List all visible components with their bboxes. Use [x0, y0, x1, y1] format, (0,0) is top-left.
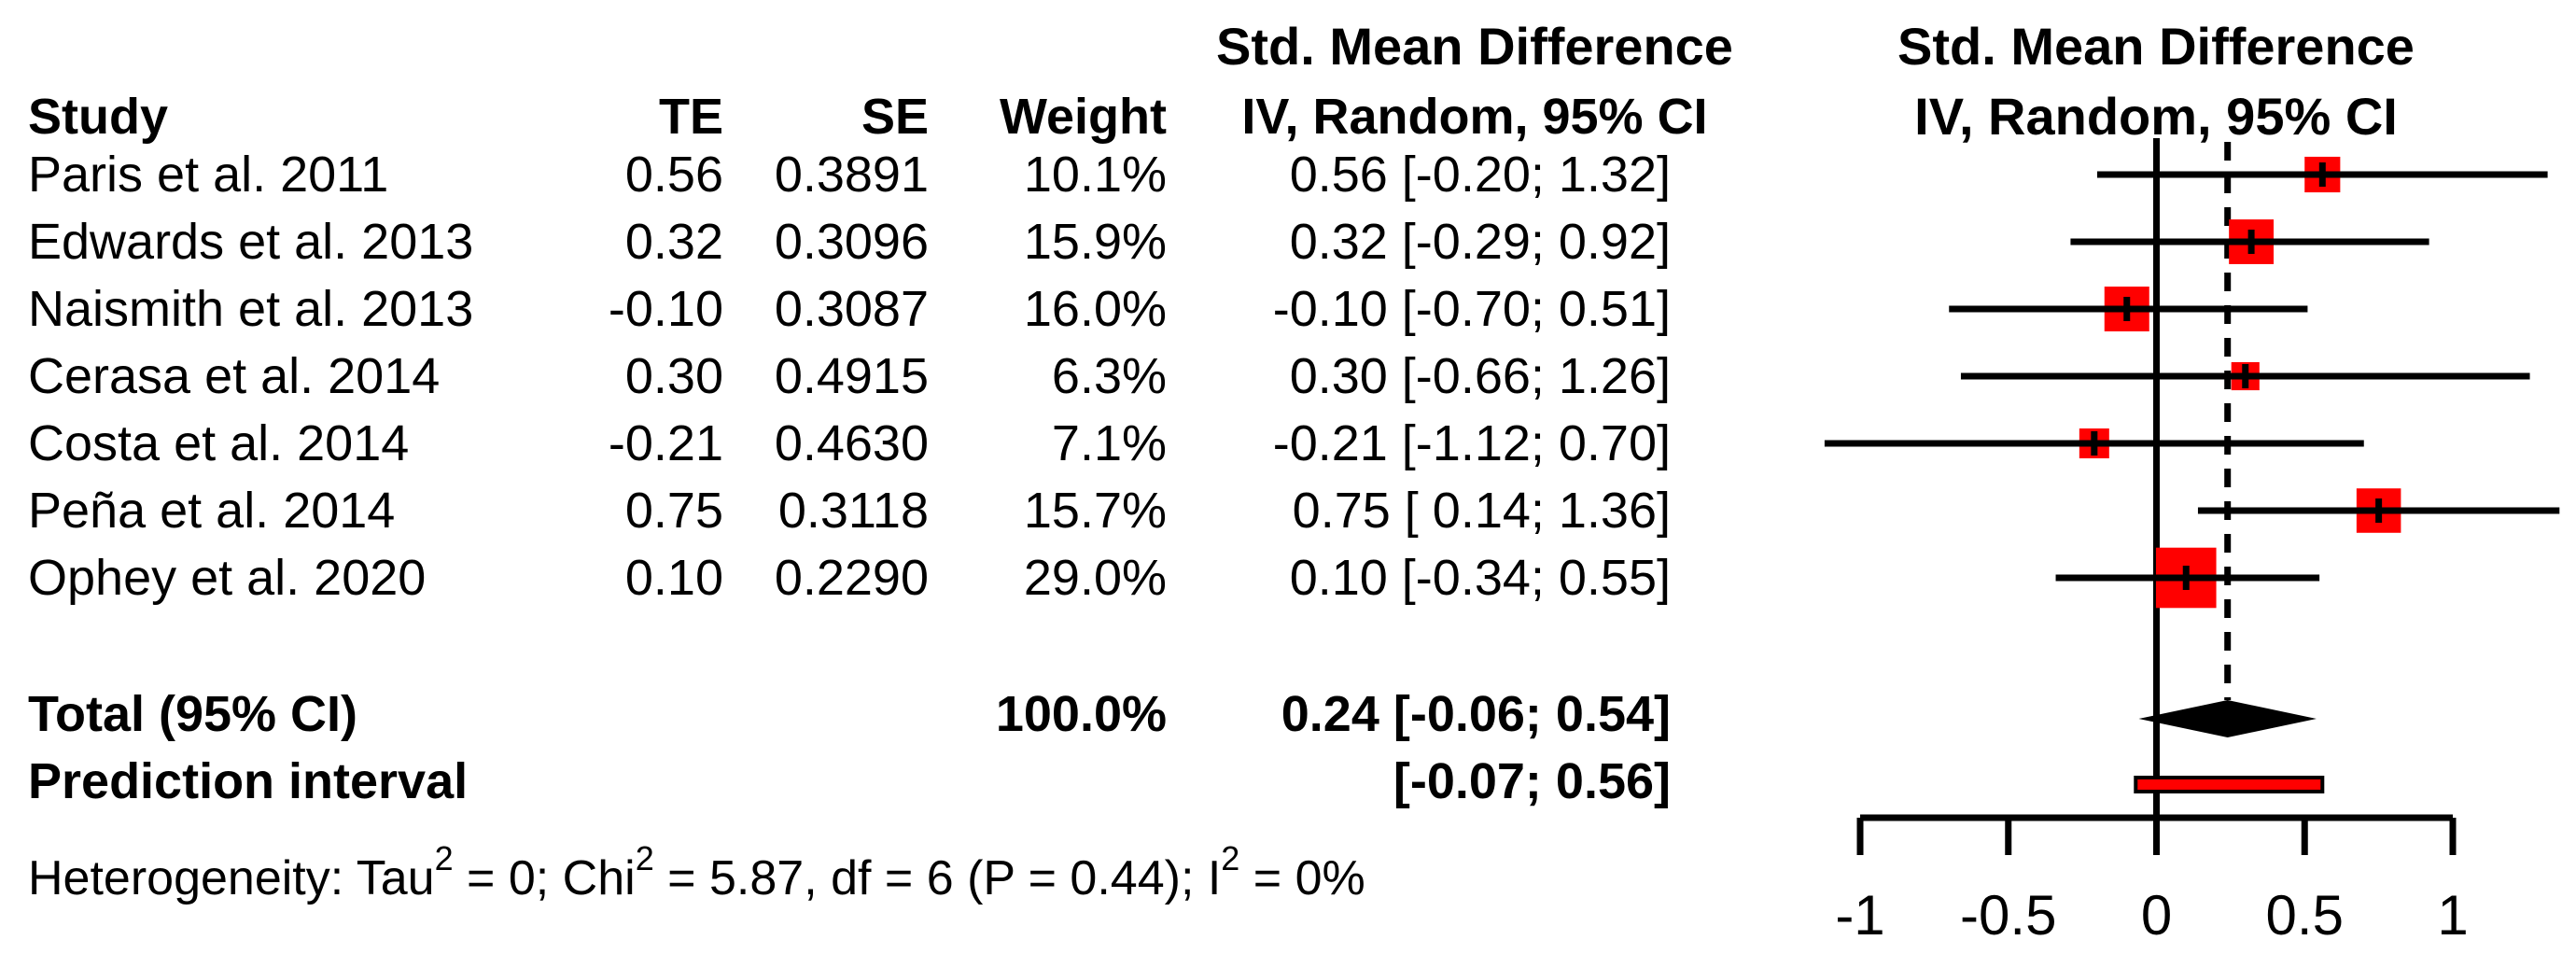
se-value: 0.3087	[774, 281, 929, 337]
te-value: 0.75	[624, 483, 723, 539]
te-value: 0.32	[624, 214, 723, 270]
superscript-2: 2	[635, 839, 654, 877]
table-row: Naismith et al. 2013 -0.10 0.3087 16.0% …	[0, 275, 1689, 343]
heterogeneity-segment: Heterogeneity: Tau	[28, 851, 435, 905]
axis-tick-label: -1	[1835, 884, 1885, 947]
total-weight: 100.0%	[995, 686, 1167, 742]
superscript-2: 2	[1221, 839, 1240, 877]
weight-value: 15.9%	[1023, 214, 1167, 270]
ci-value: 0.32 [-0.29; 0.92]	[1289, 214, 1671, 270]
prediction-label: Prediction interval	[28, 753, 469, 809]
heterogeneity-segment: = 5.87, df = 6 (P = 0.44); I	[653, 851, 1222, 905]
study-name: Edwards et al. 2013	[28, 214, 474, 270]
axis-tick-label: -0.5	[1960, 884, 2057, 947]
study-name: Naismith et al. 2013	[28, 281, 474, 337]
weight-value: 29.0%	[1023, 550, 1167, 606]
te-value: -0.10	[608, 281, 723, 337]
te-value: 0.30	[624, 348, 723, 404]
column-header-te: TE	[658, 89, 723, 145]
prediction-row: Prediction interval [-0.07; 0.56]	[0, 748, 1689, 815]
study-name: Cerasa et al. 2014	[28, 348, 441, 404]
column-header-study: Study	[28, 89, 169, 145]
weight-value: 15.7%	[1023, 483, 1167, 539]
study-name: Ophey et al. 2020	[28, 550, 427, 606]
axis-tick-label: 0.5	[2265, 884, 2344, 947]
se-value: 0.3118	[777, 483, 929, 539]
study-name: Paris et al. 2011	[28, 147, 389, 203]
te-value: -0.21	[608, 415, 723, 471]
ci-value: 0.10 [-0.34; 0.55]	[1289, 550, 1671, 606]
plot-header-smd-line1: Std. Mean Difference	[1897, 17, 2415, 76]
ci-value: 0.75 [ 0.14; 1.36]	[1292, 483, 1671, 539]
heterogeneity-text: Heterogeneity: Tau2 = 0; Chi2 = 5.87, df…	[28, 825, 1365, 905]
prediction-interval-bar	[2134, 776, 2325, 793]
weight-value: 10.1%	[1023, 147, 1167, 203]
weight-value: 6.3%	[1051, 348, 1167, 404]
superscript-2: 2	[434, 839, 454, 877]
axis-tick-label: 1	[2437, 884, 2469, 947]
table-row: Costa et al. 2014 -0.21 0.4630 7.1% -0.2…	[0, 410, 1689, 477]
te-value: 0.10	[624, 550, 723, 606]
heterogeneity-segment: = 0%	[1239, 851, 1365, 905]
se-value: 0.3891	[774, 147, 929, 203]
plot-header-smd-line2: IV, Random, 95% CI	[1914, 87, 2398, 146]
table-header-row: Study TE SE Weight IV, Random, 95% CI	[0, 83, 1708, 150]
total-row: Total (95% CI) 100.0% 0.24 [-0.06; 0.54]	[0, 680, 1689, 748]
column-header-se: SE	[861, 89, 929, 145]
table-row: Peña et al. 2014 0.75 0.3118 15.7% 0.75 …	[0, 477, 1689, 544]
weight-value: 16.0%	[1023, 281, 1167, 337]
study-name: Peña et al. 2014	[28, 483, 396, 539]
column-header-ci: IV, Random, 95% CI	[1241, 89, 1708, 145]
table-row: Paris et al. 2011 0.56 0.3891 10.1% 0.56…	[0, 141, 1689, 208]
se-value: 0.3096	[774, 214, 929, 270]
total-label: Total (95% CI)	[28, 686, 358, 742]
ci-value: -0.10 [-0.70; 0.51]	[1272, 281, 1671, 337]
ci-value: 0.56 [-0.20; 1.32]	[1289, 147, 1671, 203]
column-header-weight: Weight	[1000, 89, 1167, 145]
total-ci: 0.24 [-0.06; 0.54]	[1281, 686, 1671, 742]
table-row: Cerasa et al. 2014 0.30 0.4915 6.3% 0.30…	[0, 343, 1689, 410]
se-value: 0.4630	[774, 415, 929, 471]
table-row: Ophey et al. 2020 0.10 0.2290 29.0% 0.10…	[0, 544, 1689, 611]
study-name: Costa et al. 2014	[28, 415, 410, 471]
table-header-smd-line1: Std. Mean Difference	[1216, 17, 1733, 76]
te-value: 0.56	[624, 147, 723, 203]
ci-value: -0.21 [-1.12; 0.70]	[1272, 415, 1671, 471]
se-value: 0.2290	[774, 550, 929, 606]
pooled-diamond	[2138, 700, 2317, 737]
table-row: Edwards et al. 2013 0.32 0.3096 15.9% 0.…	[0, 208, 1689, 275]
se-value: 0.4915	[774, 348, 929, 404]
heterogeneity-segment: = 0; Chi	[453, 851, 636, 905]
ci-value: 0.30 [-0.66; 1.26]	[1289, 348, 1671, 404]
prediction-ci: [-0.07; 0.56]	[1393, 753, 1671, 809]
axis-tick-label: 0	[2140, 884, 2173, 947]
weight-value: 7.1%	[1051, 415, 1167, 471]
